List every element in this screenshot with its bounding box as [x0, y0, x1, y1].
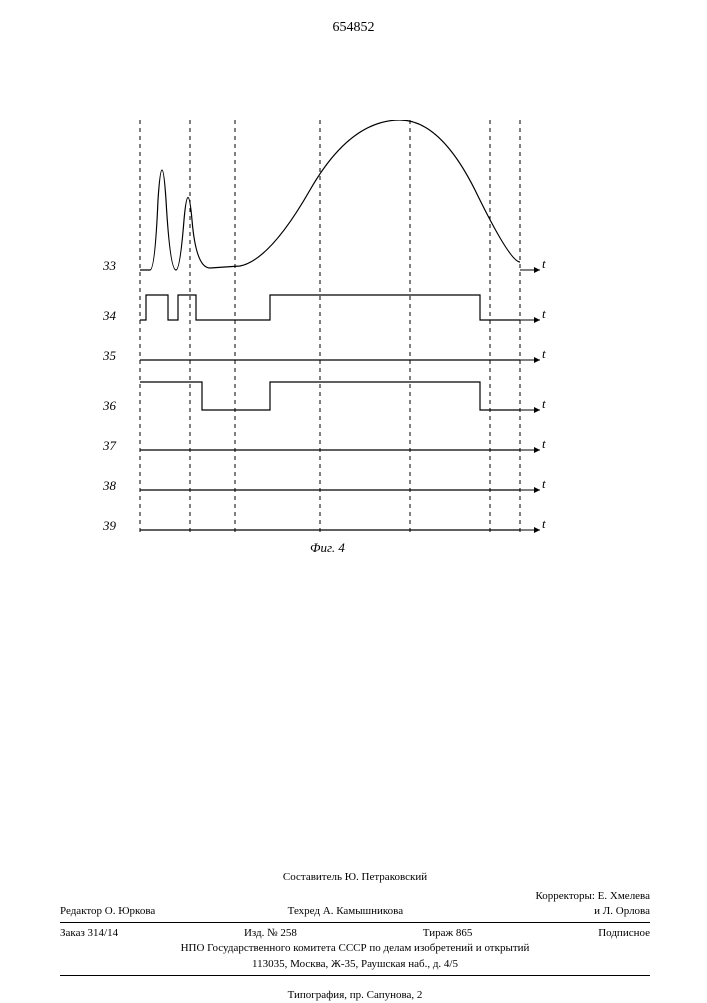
figure-label: Фиг. 4: [310, 540, 345, 556]
subscription: Подписное: [598, 926, 650, 941]
row-label: 38: [92, 478, 116, 494]
axis-label-t: t: [542, 256, 546, 272]
divider: [60, 922, 650, 923]
axis-label-t: t: [542, 476, 546, 492]
axis-label-t: t: [542, 436, 546, 452]
correctors: Корректоры: Е. Хмелеваи Л. Орлова: [535, 889, 650, 919]
editor: Редактор О. Юркова: [60, 904, 155, 919]
timing-diagram: 33t34t35t36t37t38t39tФиг. 4: [120, 120, 550, 560]
document-number: 654852: [0, 20, 707, 36]
organization: НПО Государственного комитета СССР по де…: [60, 941, 650, 956]
axis-label-t: t: [542, 516, 546, 532]
compiler: Составитель Ю. Петраковский: [60, 870, 650, 885]
tech-editor: Техред А. Камышникова: [288, 904, 403, 919]
circulation: Тираж 865: [423, 926, 473, 941]
row-label: 37: [92, 438, 116, 454]
axis-label-t: t: [542, 346, 546, 362]
footer-block: Составитель Ю. Петраковский Редактор О. …: [60, 870, 650, 1003]
row-label: 39: [92, 518, 116, 534]
order-number: Заказ 314/14: [60, 926, 118, 941]
axis-label-t: t: [542, 396, 546, 412]
row-label: 34: [92, 308, 116, 324]
row-label: 35: [92, 348, 116, 364]
row-label: 33: [92, 258, 116, 274]
org-address: 113035, Москва, Ж-35, Раушская наб., д. …: [60, 957, 650, 972]
row-label: 36: [92, 398, 116, 414]
divider: [60, 975, 650, 976]
issue-number: Изд. № 258: [244, 926, 297, 941]
axis-label-t: t: [542, 306, 546, 322]
typography: Типография, пр. Сапунова, 2: [60, 988, 650, 1003]
